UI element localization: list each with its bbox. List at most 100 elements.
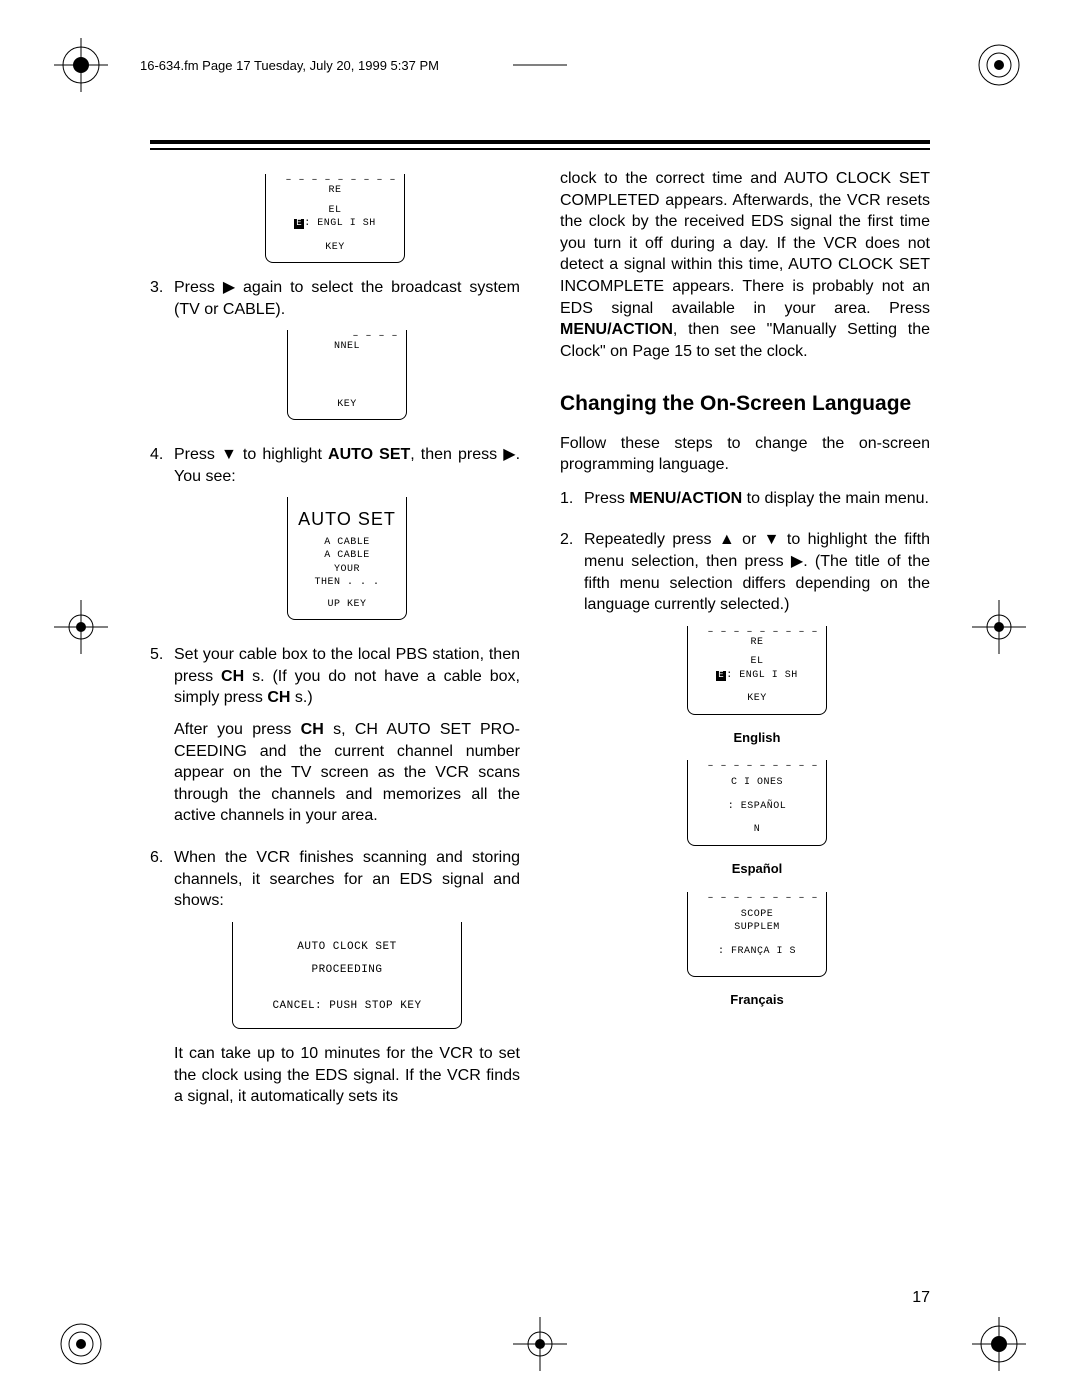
top-rule-thick (150, 140, 930, 144)
rstep2-a: Repeatedly press (584, 532, 719, 549)
step3-num: 3. (150, 277, 174, 434)
arrow-down-icon-2: ▼ (764, 529, 780, 551)
right-column: clock to the correct time and AUTO CLOCK… (560, 168, 930, 1128)
step6-num: 6. (150, 847, 174, 1118)
r-p1a: clock to the correct time and (560, 170, 784, 187)
caption-espanol: Español (584, 860, 930, 878)
box3-l3: YOUR (296, 563, 398, 577)
box3-l4: THEN . . . (296, 576, 398, 590)
left-column: – – – – – – – – – RE EL E: ENGL I SH KEY… (150, 168, 520, 1128)
step6-p1: When the VCR finishes scanning and stori… (174, 847, 520, 912)
page: 16-634.fm Page 17 Tuesday, July 20, 1999… (0, 0, 1080, 1397)
step5-s1: s (244, 668, 260, 685)
step4-body: Press ▼ to highlight AUTO SET, then pres… (174, 444, 520, 634)
cropmark-top-mid (513, 38, 567, 92)
cropmark-bottom-left (54, 1317, 108, 1371)
box-en-l2: EL E: ENGL I SH (696, 655, 818, 682)
running-header: 16-634.fm Page 17 Tuesday, July 20, 1999… (140, 58, 439, 73)
step3-or: or (200, 301, 223, 318)
vcr-box-espanol: – – – – – – – – – C I ONES : ESPAÑOL N (687, 760, 827, 846)
step5-s1b: s (290, 689, 302, 706)
box-es-dashes: – – – – – – – – – (707, 760, 818, 774)
cropmark-mid-left (54, 600, 108, 654)
step6-body: When the VCR finishes scanning and stori… (174, 847, 520, 1118)
box3-l1: A CABLE (296, 536, 398, 550)
box-dashes: – – – – – – – – – (285, 174, 396, 188)
box-es-l2: : ESPAÑOL (696, 800, 818, 814)
box2-dashes: – – – – (352, 330, 398, 344)
box-en-l3: KEY (696, 692, 818, 706)
step3-c: ). (275, 301, 285, 318)
box-fr-l2: SUPPLEM (696, 921, 818, 935)
box-en-l2c: : ENGL I SH (726, 670, 798, 681)
box3-l5: UP KEY (296, 598, 398, 612)
box3-l2: A CABLE (296, 549, 398, 563)
step5-ch3: CH (301, 721, 324, 738)
box4-l3: CANCEL: PUSH STOP KEY (247, 999, 447, 1014)
page-number: 17 (912, 1289, 930, 1307)
vcr-box-autoset: AUTO SET A CABLE A CABLE YOUR THEN . . .… (287, 497, 407, 620)
box-fr-l1: SCOPE (696, 908, 818, 922)
arrow-right-icon: ▶ (223, 277, 235, 299)
step3-body: Press ▶ again to select the broadcast sy… (174, 277, 520, 434)
step5-num: 5. (150, 644, 174, 837)
caption-francais: Français (584, 991, 930, 1009)
box1-l2: EL E: ENGL I SH (274, 204, 396, 231)
vcr-box-channel: – – – – NNEL KEY (287, 330, 407, 420)
rstep2-body: Repeatedly press ▲ or ▼ to highlight the… (584, 529, 930, 1022)
step4-autoset: AUTO SET (328, 446, 410, 463)
step4-c: , then press (410, 446, 503, 463)
box1-l3: KEY (274, 241, 396, 255)
rstep1-body: Press MENU/ACTION to display the main me… (584, 488, 930, 520)
box1-l2a: EL (328, 205, 341, 216)
step5-ch2: CH (267, 689, 290, 706)
r-menuaction: MENU/ACTION (560, 321, 673, 338)
caption-english: English (584, 729, 930, 747)
step5-body: Set your cable box to the local PBS stat… (174, 644, 520, 837)
step5-p2b: , (341, 721, 355, 738)
vcr-box-francais: – – – – – – – – – SCOPE SUPPLEM : FRANÇA… (687, 892, 827, 978)
box-en-inv: E (716, 671, 726, 681)
rstep2-b: or (742, 532, 764, 549)
box-en-l2a: EL (750, 656, 763, 667)
rstep1-b: to display the main menu. (742, 490, 929, 507)
r-p2: Follow these steps to change the on-scre… (560, 433, 930, 476)
arrow-right-icon-2: ▶ (503, 444, 515, 466)
cropmark-top-left (54, 38, 108, 92)
step3-a: Press (174, 279, 223, 296)
cropmark-bottom-mid (513, 1317, 567, 1371)
rstep2-num: 2. (560, 529, 584, 1022)
step5-p2a: After you press (174, 721, 301, 738)
left-tail: It can take up to 10 minutes for the VCR… (174, 1043, 520, 1108)
box-es-l3: N (696, 823, 818, 837)
box-fr-dashes: – – – – – – – – – (707, 892, 818, 906)
box4-l1: AUTO CLOCK SET (247, 940, 447, 955)
cropmark-mid-right (972, 600, 1026, 654)
top-rule-thin (150, 148, 930, 150)
box3-title: AUTO SET (296, 507, 398, 531)
arrow-up-icon: ▲ (719, 529, 735, 551)
vcr-box-language-initial: – – – – – – – – – RE EL E: ENGL I SH KEY (265, 174, 405, 263)
step4-b: to highlight (243, 446, 328, 463)
step4-a: Press (174, 446, 221, 463)
rstep1-num: 1. (560, 488, 584, 520)
rstep1-ma: MENU/ACTION (629, 490, 742, 507)
step5-ch: CH (221, 668, 244, 685)
cropmark-bottom-right (972, 1317, 1026, 1371)
step5-p1c: .) (303, 689, 313, 706)
step5-s1c: s (324, 721, 341, 738)
step3-cable: CABLE (223, 301, 275, 318)
box4-l2: PROCEEDING (247, 963, 447, 978)
step3-tv: TV (179, 301, 199, 318)
arrow-down-icon: ▼ (221, 444, 237, 466)
box-fr-l3: : FRANÇA I S (696, 945, 818, 959)
box-es-l1: C I ONES (696, 776, 818, 790)
vcr-box-autoclock: AUTO CLOCK SET PROCEEDING CANCEL: PUSH S… (232, 922, 462, 1030)
box-en-dashes: – – – – – – – – – (707, 626, 818, 640)
content-area: – – – – – – – – – RE EL E: ENGL I SH KEY… (150, 168, 930, 1277)
box1-l2c: : ENGL I SH (304, 218, 376, 229)
box2-l2: KEY (296, 398, 398, 412)
box1-l2-inv: E (294, 219, 304, 229)
vcr-box-english: – – – – – – – – – RE EL E: ENGL I SH KEY (687, 626, 827, 715)
rstep1-a: Press (584, 490, 629, 507)
